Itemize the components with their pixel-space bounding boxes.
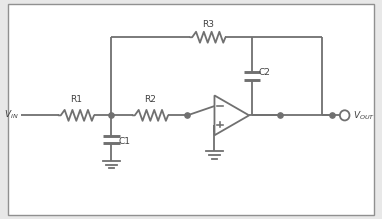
Text: R3: R3 bbox=[202, 20, 214, 29]
Text: C2: C2 bbox=[259, 68, 270, 77]
Text: C1: C1 bbox=[118, 137, 130, 146]
Text: $V_{IN}$: $V_{IN}$ bbox=[4, 108, 19, 121]
Text: $V_{OUT}$: $V_{OUT}$ bbox=[353, 109, 375, 122]
Text: R2: R2 bbox=[144, 95, 156, 104]
Text: R1: R1 bbox=[70, 95, 82, 104]
